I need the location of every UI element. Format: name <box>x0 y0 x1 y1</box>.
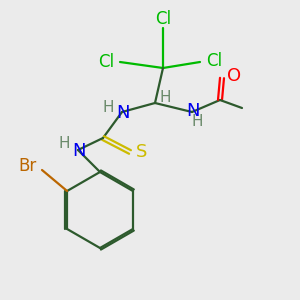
Text: H: H <box>159 89 171 104</box>
Text: H: H <box>58 136 70 152</box>
Text: H: H <box>191 113 203 128</box>
Text: O: O <box>227 67 241 85</box>
Text: Br: Br <box>19 157 37 175</box>
Text: N: N <box>116 104 130 122</box>
Text: Cl: Cl <box>155 10 171 28</box>
Text: N: N <box>72 142 86 160</box>
Text: Cl: Cl <box>98 53 114 71</box>
Text: Cl: Cl <box>206 52 222 70</box>
Text: S: S <box>136 143 148 161</box>
Text: H: H <box>102 100 114 115</box>
Text: N: N <box>186 102 200 120</box>
